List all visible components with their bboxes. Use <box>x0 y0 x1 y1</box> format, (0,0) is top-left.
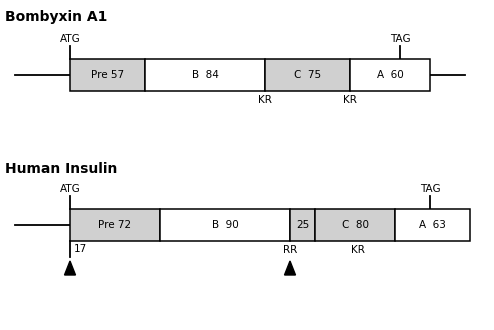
Bar <box>315 209 395 241</box>
Polygon shape <box>285 261 295 275</box>
Text: A  63: A 63 <box>419 220 446 230</box>
Text: C  80: C 80 <box>341 220 369 230</box>
Bar <box>70 209 160 241</box>
Text: ATG: ATG <box>60 34 81 44</box>
Text: Bombyxin A1: Bombyxin A1 <box>5 10 107 24</box>
Bar <box>70 59 145 91</box>
Text: 25: 25 <box>296 220 309 230</box>
Bar <box>145 59 265 91</box>
Text: Human Insulin: Human Insulin <box>5 162 118 176</box>
Text: A  60: A 60 <box>376 70 404 80</box>
Bar <box>350 59 430 91</box>
Bar <box>265 59 350 91</box>
Text: 17: 17 <box>74 244 87 254</box>
Text: RR: RR <box>283 245 297 255</box>
Text: KR: KR <box>258 95 272 105</box>
Text: B  90: B 90 <box>211 220 239 230</box>
Text: Pre 72: Pre 72 <box>98 220 131 230</box>
Text: ATG: ATG <box>60 184 81 194</box>
Text: TAG: TAG <box>390 34 411 44</box>
Bar <box>160 209 290 241</box>
Bar <box>395 209 470 241</box>
Text: B  84: B 84 <box>192 70 218 80</box>
Bar <box>290 209 315 241</box>
Text: C  75: C 75 <box>294 70 321 80</box>
Text: TAG: TAG <box>420 184 440 194</box>
Polygon shape <box>65 261 76 275</box>
Text: Pre 57: Pre 57 <box>91 70 124 80</box>
Text: KR: KR <box>351 245 365 255</box>
Text: KR: KR <box>343 95 357 105</box>
